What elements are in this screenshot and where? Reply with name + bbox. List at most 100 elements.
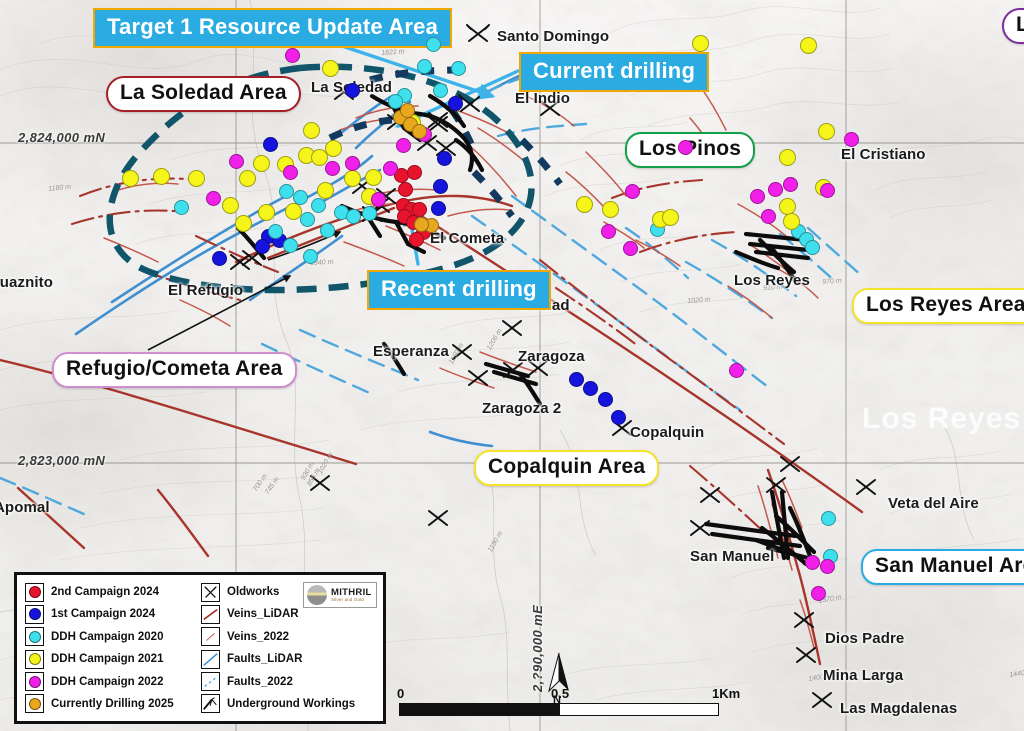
drill-collar-dot[interactable] bbox=[282, 164, 298, 180]
legend-row[interactable]: DDH Campaign 2020 bbox=[25, 626, 201, 648]
drill-collar-dot[interactable] bbox=[406, 164, 422, 180]
drill-collar-dot[interactable] bbox=[767, 181, 783, 197]
drill-collar-dot[interactable] bbox=[397, 181, 413, 197]
drill-collar-dot[interactable] bbox=[416, 58, 432, 74]
drill-collar-dot[interactable] bbox=[284, 47, 300, 63]
drill-collar-dot[interactable] bbox=[252, 154, 270, 172]
drill-collar-dot[interactable] bbox=[234, 214, 252, 232]
legend-row[interactable]: Underground Workings bbox=[201, 693, 355, 715]
drill-collar-dot[interactable] bbox=[575, 195, 593, 213]
drill-collar-dot[interactable] bbox=[432, 82, 448, 98]
drill-collar-dot[interactable] bbox=[782, 212, 800, 230]
drill-collar-dot[interactable] bbox=[804, 239, 820, 255]
drill-collar-dot[interactable] bbox=[432, 178, 448, 194]
drill-collar-dot[interactable] bbox=[278, 183, 294, 199]
drill-collar-dot[interactable] bbox=[760, 208, 776, 224]
drill-collar-dot[interactable] bbox=[820, 510, 836, 526]
area-label-copalquin-area[interactable]: Copalquin Area bbox=[474, 450, 660, 486]
drill-collar-dot[interactable] bbox=[316, 181, 334, 199]
drill-collar-dot[interactable] bbox=[267, 223, 283, 239]
drill-collar-dot[interactable] bbox=[387, 93, 403, 109]
legend-row[interactable]: Currently Drilling 2025 bbox=[25, 693, 201, 715]
drill-collar-dot[interactable] bbox=[319, 222, 335, 238]
drill-collar-dot[interactable] bbox=[187, 169, 205, 187]
drill-collar-dot[interactable] bbox=[370, 191, 386, 207]
drill-collar-dot[interactable] bbox=[344, 155, 360, 171]
drill-collar-dot[interactable] bbox=[408, 231, 424, 247]
legend-row[interactable]: Veins_LiDAR bbox=[201, 603, 351, 625]
drill-collar-dot[interactable] bbox=[310, 197, 326, 213]
drill-collar-dot[interactable] bbox=[691, 34, 709, 52]
drill-collar-dot[interactable] bbox=[819, 182, 835, 198]
drill-collar-dot[interactable] bbox=[430, 200, 446, 216]
area-label-la-soledad-area[interactable]: La Soledad Area bbox=[106, 76, 301, 112]
annotation-target1[interactable]: Target 1 Resource Update Area bbox=[93, 8, 453, 48]
drill-collar-dot[interactable] bbox=[262, 136, 278, 152]
drill-collar-dot[interactable] bbox=[610, 409, 626, 425]
drill-collar-dot[interactable] bbox=[257, 203, 275, 221]
drill-collar-dot[interactable] bbox=[778, 197, 796, 215]
legend-row[interactable]: 1st Campaign 2024 bbox=[25, 603, 201, 625]
drill-collar-dot[interactable] bbox=[804, 554, 820, 570]
drill-collar-dot[interactable] bbox=[597, 391, 613, 407]
drill-collar-dot[interactable] bbox=[344, 82, 360, 98]
legend-row[interactable]: Veins_2022 bbox=[201, 626, 351, 648]
map-legend[interactable]: 2nd Campaign 2024 1st Campaign 2024 DDH Ca… bbox=[14, 572, 386, 724]
area-label-los-pinos[interactable]: Los Pinos bbox=[625, 132, 756, 168]
drill-collar-dot[interactable] bbox=[345, 208, 361, 224]
drill-collar-dot[interactable] bbox=[173, 199, 189, 215]
drill-collar-dot[interactable] bbox=[450, 60, 466, 76]
drill-collar-dot[interactable] bbox=[413, 216, 429, 232]
drill-collar-dot[interactable] bbox=[436, 150, 452, 166]
drill-collar-dot[interactable] bbox=[782, 176, 798, 192]
annotation-recent-drilling[interactable]: Recent drilling bbox=[367, 270, 551, 310]
legend-row[interactable]: 2nd Campaign 2024 bbox=[25, 581, 201, 603]
drill-collar-dot[interactable] bbox=[810, 585, 826, 601]
drill-collar-dot[interactable] bbox=[121, 169, 139, 187]
drill-collar-dot[interactable] bbox=[425, 36, 441, 52]
area-label-san-manuel-area[interactable]: San Manuel Area bbox=[861, 549, 1024, 585]
drill-collar-dot[interactable] bbox=[395, 137, 411, 153]
drill-collar-dot[interactable] bbox=[205, 190, 221, 206]
drill-collar-dot[interactable] bbox=[343, 169, 361, 187]
drill-collar-dot[interactable] bbox=[221, 196, 239, 214]
drill-collar-dot[interactable] bbox=[324, 139, 342, 157]
area-label-los-reyes-area[interactable]: Los Reyes Area bbox=[852, 288, 1024, 324]
drill-collar-dot[interactable] bbox=[624, 183, 640, 199]
drill-collar-dot[interactable] bbox=[411, 123, 427, 139]
drill-collar-dot[interactable] bbox=[749, 188, 765, 204]
drill-collar-dot[interactable] bbox=[310, 148, 328, 166]
legend-row[interactable]: DDH Campaign 2021 bbox=[25, 648, 201, 670]
drill-collar-dot[interactable] bbox=[568, 371, 584, 387]
drill-collar-dot[interactable] bbox=[843, 131, 859, 147]
legend-row[interactable]: Faults_2022 bbox=[201, 671, 351, 693]
drill-collar-dot[interactable] bbox=[152, 167, 170, 185]
drill-collar-dot[interactable] bbox=[292, 189, 308, 205]
drill-collar-dot[interactable] bbox=[211, 250, 227, 266]
drill-collar-dot[interactable] bbox=[321, 59, 339, 77]
drill-collar-dot[interactable] bbox=[254, 238, 270, 254]
legend-row[interactable]: DDH Campaign 2022 bbox=[25, 671, 201, 693]
drill-collar-dot[interactable] bbox=[361, 205, 377, 221]
drill-collar-dot[interactable] bbox=[228, 153, 244, 169]
drill-collar-dot[interactable] bbox=[302, 248, 318, 264]
drill-collar-dot[interactable] bbox=[677, 139, 693, 155]
drill-collar-dot[interactable] bbox=[817, 122, 835, 140]
drill-collar-dot[interactable] bbox=[238, 169, 256, 187]
drill-collar-dot[interactable] bbox=[799, 36, 817, 54]
drill-collar-dot[interactable] bbox=[600, 223, 616, 239]
drill-collar-dot[interactable] bbox=[728, 362, 744, 378]
legend-row[interactable]: Faults_LiDAR bbox=[201, 648, 351, 670]
drill-collar-dot[interactable] bbox=[819, 558, 835, 574]
drill-collar-dot[interactable] bbox=[399, 102, 415, 118]
drill-collar-dot[interactable] bbox=[282, 237, 298, 253]
drill-collar-dot[interactable] bbox=[582, 380, 598, 396]
drill-collar-dot[interactable] bbox=[382, 160, 398, 176]
drill-collar-dot[interactable] bbox=[661, 208, 679, 226]
area-label-refugio-cometa-area[interactable]: Refugio/Cometa Area bbox=[52, 352, 297, 388]
drill-collar-dot[interactable] bbox=[324, 160, 340, 176]
drill-collar-dot[interactable] bbox=[364, 168, 382, 186]
drill-collar-dot[interactable] bbox=[299, 211, 315, 227]
drill-collar-dot[interactable] bbox=[447, 95, 463, 111]
drill-collar-dot[interactable] bbox=[601, 200, 619, 218]
